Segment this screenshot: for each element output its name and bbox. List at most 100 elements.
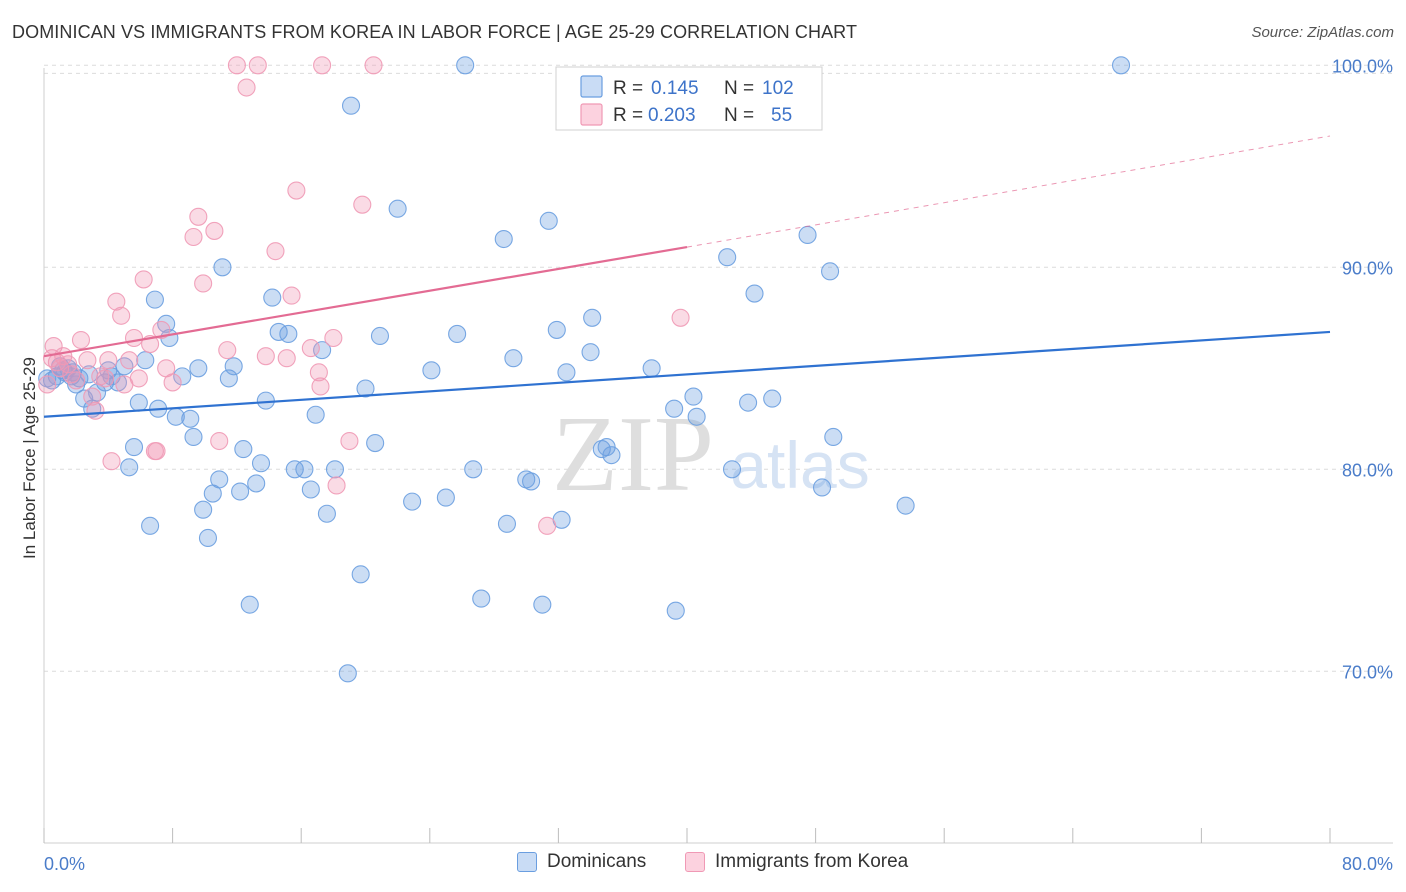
dominicans-point [181, 409, 200, 428]
korea-point [194, 274, 213, 293]
dominicans-point [464, 460, 483, 479]
dominicans-point [824, 427, 843, 447]
legend-label-korea: Immigrants from Korea [715, 851, 909, 872]
dominicans-point [684, 387, 703, 406]
korea-point [124, 328, 144, 348]
dominicans-point [812, 478, 832, 497]
legend-item-korea: Immigrants from Korea [685, 851, 908, 873]
korea-point [538, 516, 557, 535]
legend-n-value-1: 102 [762, 78, 794, 99]
dominicans-point [798, 225, 817, 245]
korea-point [134, 270, 153, 289]
dominicans-point [157, 314, 176, 333]
korea-point [227, 56, 246, 75]
source-label: Source: ZipAtlas.com [1251, 24, 1394, 41]
korea-point [364, 56, 383, 75]
korea-point [51, 359, 70, 378]
legend-n-value-2: 55 [771, 105, 792, 126]
dominicans-point [295, 460, 314, 479]
dominicans-point [687, 407, 706, 426]
dominicans-point [539, 211, 558, 230]
dominicans-point [234, 440, 253, 459]
dominicans-point [1111, 56, 1131, 75]
dominicans-point [504, 349, 523, 368]
dominicans-point [522, 472, 541, 491]
dominicans-point [896, 496, 915, 515]
korea-point [353, 195, 372, 214]
dominicans-point [219, 369, 238, 388]
legend-n-label-1: N = [724, 78, 754, 99]
dominicans-point [403, 492, 422, 511]
legend-label-dominicans: Dominicans [547, 851, 647, 872]
dominicans-point [821, 262, 840, 281]
dominicans-point [129, 393, 148, 412]
bottom-legend: Dominicans Immigrants from Korea [0, 851, 1406, 877]
dominicans-point [356, 379, 375, 398]
dominicans-point [436, 488, 455, 507]
dominicans-point [256, 391, 275, 410]
dominicans-point [124, 438, 144, 457]
dominicans-point [317, 504, 336, 523]
dominicans-point [338, 664, 357, 683]
dominicans-point [557, 363, 576, 382]
dominicans-point [194, 500, 213, 519]
legend-item-dominicans: Dominicans [517, 851, 646, 873]
y-tick-label: 70.0% [1342, 662, 1393, 682]
legend-swatch-dominicans [580, 75, 603, 98]
watermark: ZIP atlas [552, 395, 870, 514]
y-tick-label: 100.0% [1332, 56, 1393, 76]
dominicans-point [189, 359, 208, 378]
dominicans-point [136, 351, 155, 370]
legend-swatch-korea-bottom [685, 852, 705, 872]
dominicans-point [666, 601, 685, 620]
legend-r-label-1: R = [613, 78, 643, 99]
legend-r-value-1: 0.145 [651, 78, 699, 99]
dominicans-trend-line [43, 330, 1331, 418]
korea-point [309, 363, 328, 382]
dominicans-point [251, 454, 271, 473]
dominicans-point [763, 389, 782, 408]
korea-point [282, 286, 301, 305]
dominicans-point [247, 474, 266, 493]
dominicans-point [602, 446, 621, 465]
dominicans-point [351, 565, 370, 584]
korea-points [38, 56, 690, 535]
korea-point [324, 328, 343, 348]
korea-point [256, 347, 275, 366]
stats-legend: R = 0.145 N = 102 R = 0.203 N = 55 [555, 66, 823, 131]
dominicans-point [718, 248, 737, 267]
dominicans-point [533, 595, 552, 614]
dominicans-point [240, 595, 259, 614]
x-tick-label-max: 80.0% [1342, 854, 1393, 874]
korea-point [120, 351, 139, 370]
y-axis-title: In Labor Force | Age 25-29 [20, 357, 39, 559]
korea-point [71, 330, 91, 350]
dominicans-point [210, 470, 229, 489]
dominicans-point [279, 324, 298, 344]
dominicans-point [642, 359, 661, 378]
korea-point [78, 351, 97, 370]
dominicans-point [547, 320, 566, 339]
korea-point [86, 401, 105, 420]
trend-lines [43, 135, 1331, 418]
korea-trend-line [43, 246, 688, 358]
axes [43, 68, 1393, 844]
korea-point [96, 369, 115, 388]
dominicans-point [301, 480, 320, 499]
korea-point [112, 306, 131, 325]
y-tick-label: 90.0% [1342, 258, 1393, 278]
korea-point [107, 292, 126, 311]
korea-point [301, 339, 320, 358]
dominicans-point [224, 357, 243, 376]
dominicans-point [581, 343, 600, 362]
korea-trend-extension [686, 135, 1331, 248]
korea-point [129, 369, 148, 388]
dominicans-point [370, 326, 390, 346]
dominicans-point [38, 369, 57, 388]
dominicans-point [173, 367, 192, 386]
korea-point [62, 365, 81, 384]
korea-point [67, 371, 86, 390]
korea-point [152, 320, 171, 339]
korea-point [266, 242, 285, 261]
